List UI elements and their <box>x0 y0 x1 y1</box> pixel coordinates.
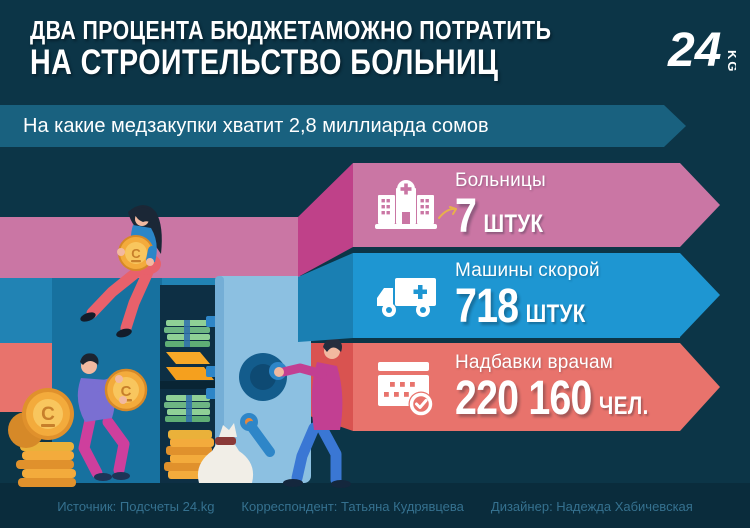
credits-bar: Источник: Подсчеты 24.kg Корреспондент: … <box>0 499 750 514</box>
stat-value: 718 <box>455 280 519 334</box>
credit-designer: Дизайнер: Надежда Хабичевская <box>490 499 693 514</box>
stat-value: 220 160 <box>455 371 592 425</box>
gold-arrow-icon <box>438 206 457 219</box>
svg-text:С: С <box>121 383 132 400</box>
page-title: ДВА ПРОЦЕНТА БЮДЖЕТАМОЖНО ПОТРАТИТЬ НА С… <box>30 16 666 81</box>
stat-label: Больницы <box>455 169 546 191</box>
woman-with-coin: С <box>80 205 162 338</box>
credit-source: Источник: Подсчеты 24.kg <box>57 499 215 514</box>
title-line-2: НА СТРОИТЕЛЬСТВО БОЛЬНИЦ <box>30 43 499 83</box>
stat-banner-hospitals: Больницы 7 ШТУК <box>298 163 720 277</box>
svg-text:С: С <box>131 246 141 261</box>
title-line-1: ДВА ПРОЦЕНТА БЮДЖЕТАМОЖНО ПОТРАТИТЬ <box>30 15 552 45</box>
stat-unit: ШТУК <box>525 300 586 329</box>
stat-banner-doctor-bonuses: Надбавки врачам 220 160 ЧЕЛ. <box>353 343 720 431</box>
hospital-icon <box>370 179 442 231</box>
brand-logo-24kg: 24 KG <box>667 24 736 77</box>
stat-label: Надбавки врачам <box>455 351 614 373</box>
stat-label: Машины скорой <box>455 260 600 282</box>
money-shelves <box>164 320 214 479</box>
coin-stack <box>16 442 76 487</box>
stat-banner-ambulances: Машины скорой 718 ШТУК <box>298 253 720 342</box>
safe-door <box>215 276 311 483</box>
subtitle-ribbon: На какие медзакупки хватит 2,8 миллиарда… <box>0 105 686 147</box>
calendar-check-icon <box>370 358 442 416</box>
standing-coin: С <box>8 388 74 448</box>
brand-suffix: KG <box>725 50 736 74</box>
man-carrying-coin: С <box>77 353 148 481</box>
svg-text:С: С <box>41 404 55 425</box>
stat-unit: ЧЕЛ. <box>598 391 649 420</box>
floor-band <box>0 483 750 528</box>
stat-value: 7 <box>455 189 477 243</box>
money-bag <box>197 423 254 483</box>
ambulance-icon <box>370 272 442 320</box>
man-opening-safe <box>274 338 351 488</box>
subtitle-text: На какие медзакупки хватит 2,8 миллиарда… <box>23 114 489 137</box>
credit-correspondent: Корреспондент: Татьяна Кудрявцева <box>241 499 464 514</box>
stat-unit: ШТУК <box>483 209 544 238</box>
brand-number: 24 <box>667 24 721 77</box>
